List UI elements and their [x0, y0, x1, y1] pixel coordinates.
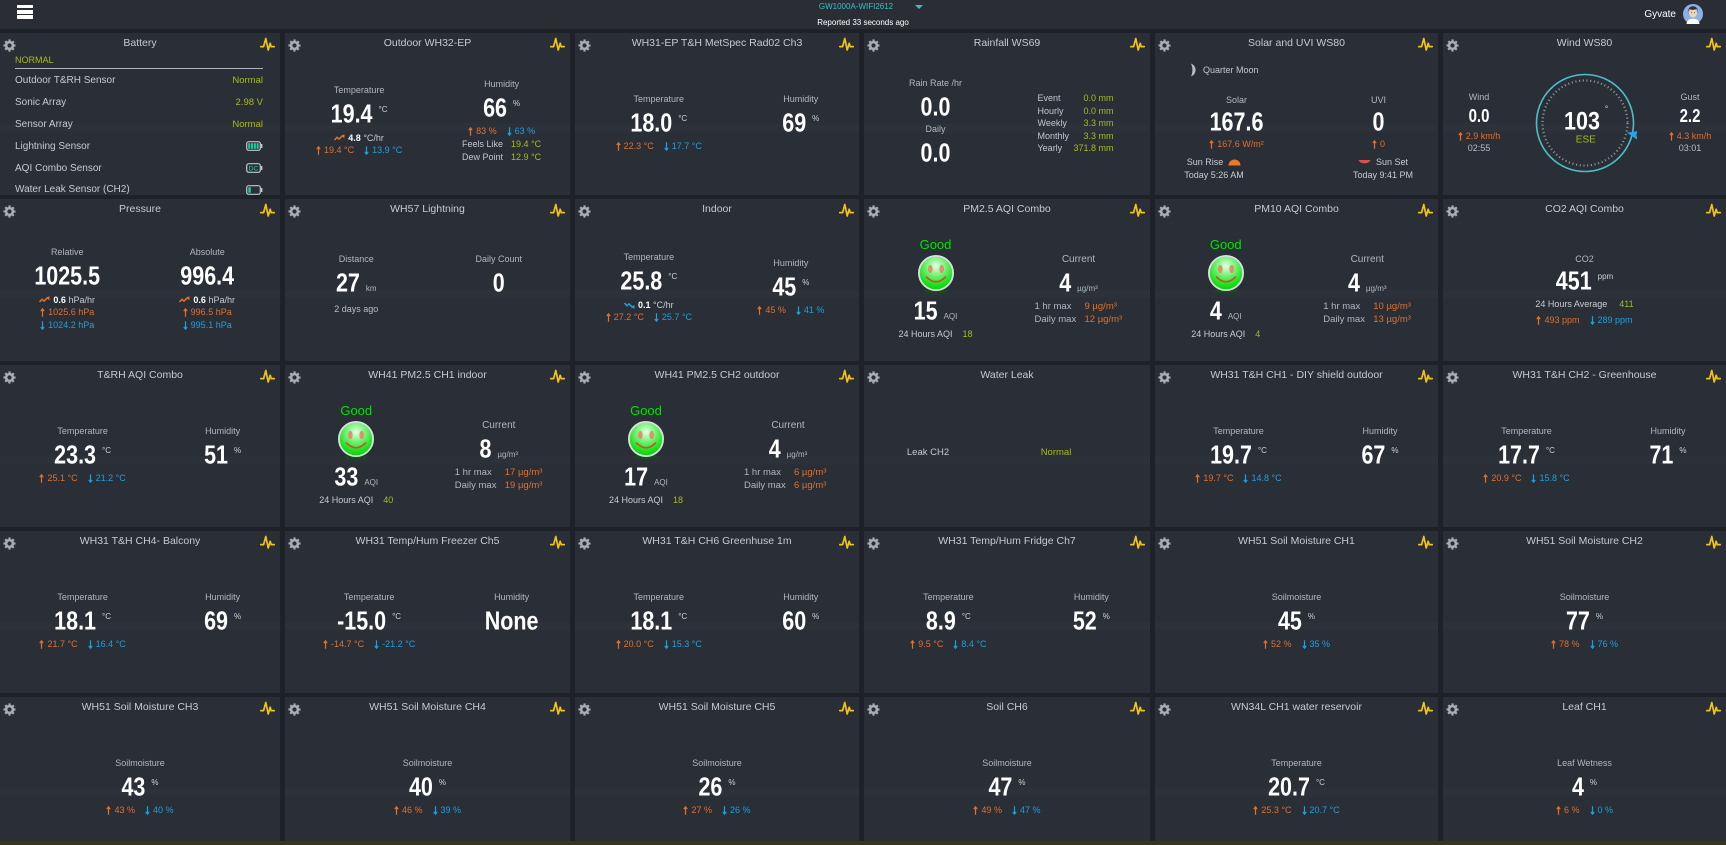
svg-text:103: 103 — [1564, 107, 1600, 135]
svg-text:°: ° — [1604, 104, 1608, 114]
svg-text:ESE: ESE — [1575, 135, 1595, 146]
svg-text:DC: DC — [249, 166, 259, 173]
